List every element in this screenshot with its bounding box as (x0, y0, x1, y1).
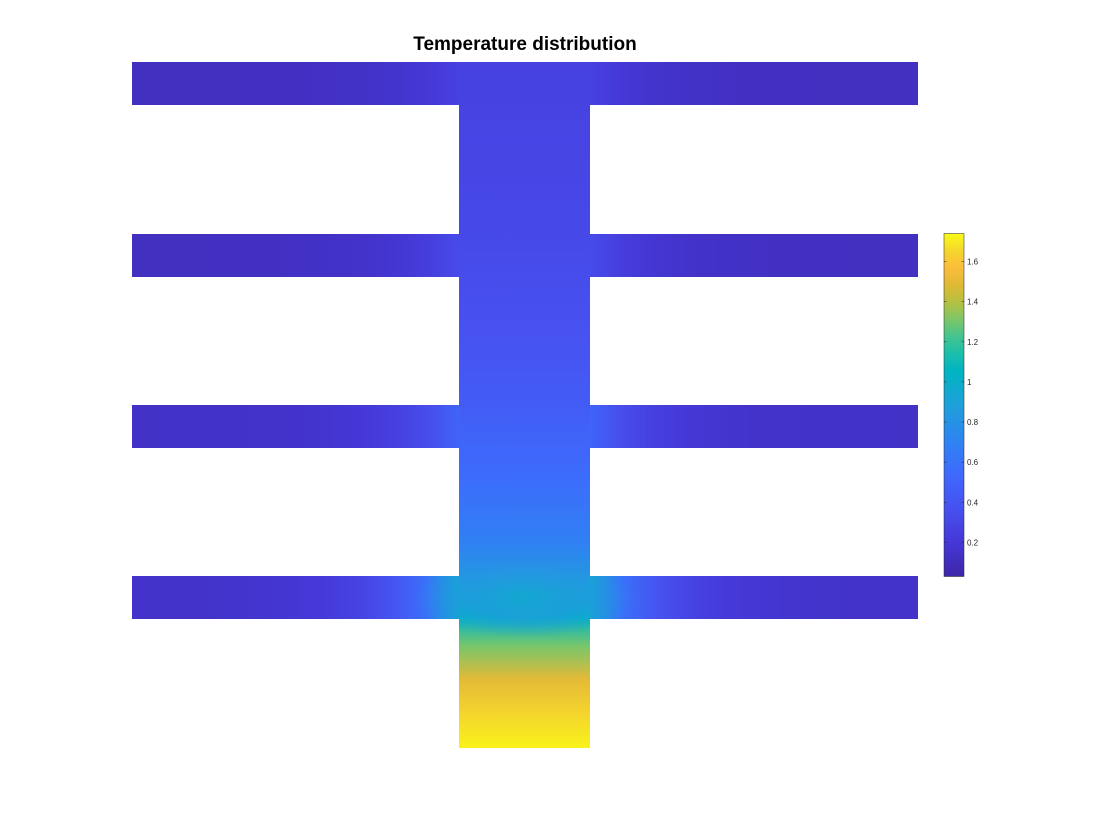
colorbar-tick-label: 0.2 (967, 538, 979, 547)
colorbar-tick-label: 1 (967, 378, 972, 387)
colorbar-frame (943, 233, 965, 577)
colorbar-tick-label: 0.8 (967, 418, 979, 427)
colorbar-tick-label: 1.4 (967, 298, 979, 307)
colorbar-tick-label: 1.2 (967, 338, 979, 347)
chart-title: Temperature distribution (413, 34, 637, 55)
temperature-field (132, 62, 918, 748)
colorbar-tick-label: 0.4 (967, 498, 979, 507)
colorbar-tick-label: 0.6 (967, 458, 979, 467)
colorbar: 0.2 0.4 0.6 0.8 1 1.2 1.4 1.6 (943, 233, 979, 577)
colorbar-gradient (944, 233, 964, 577)
junction-hotspot (414, 557, 635, 638)
colorbar-tick-label: 1.6 (967, 258, 979, 267)
stem (459, 62, 590, 748)
